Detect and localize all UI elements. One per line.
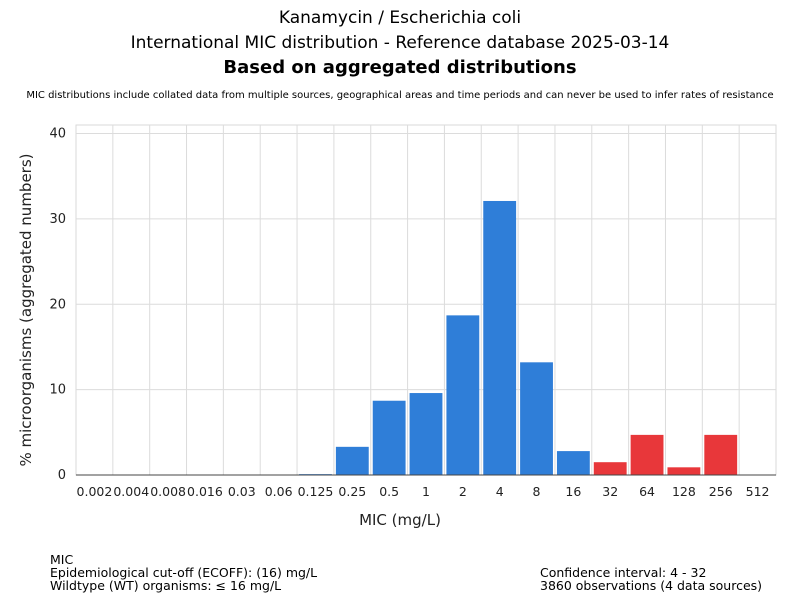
y-axis-title: % microorganisms (aggregated numbers) — [17, 153, 35, 466]
footer-confidence-interval: Confidence interval: 4 - 32 — [540, 565, 707, 580]
footer-mic-label: MIC — [50, 552, 74, 567]
x-axis-title: MIC (mg/L) — [359, 511, 441, 529]
x-tick-label: 1 — [422, 484, 430, 499]
chart-title-aggregated: Based on aggregated distributions — [223, 57, 577, 78]
x-tick-label: 2 — [459, 484, 467, 499]
footer-wildtype-line: Wildtype (WT) organisms: ≤ 16 mg/L — [50, 578, 282, 593]
bar-8 — [520, 362, 553, 475]
bar-16 — [556, 451, 590, 475]
x-tick-label: 0.008 — [150, 484, 186, 499]
x-tick-label: 512 — [746, 484, 770, 499]
x-tick-label: 128 — [672, 484, 696, 499]
footer-ecoff-info: MIC Epidemiological cut-off (ECOFF): (16… — [50, 553, 317, 592]
x-tick-label: 0.004 — [113, 484, 149, 499]
y-tick-label: 10 — [49, 383, 66, 398]
chart-title-database: International MIC distribution - Referen… — [130, 33, 670, 53]
y-tick-label: 0 — [58, 468, 66, 483]
bar-4 — [483, 200, 517, 475]
bar-0.5 — [372, 400, 406, 475]
bar-0.25 — [335, 446, 369, 475]
y-tick-label: 40 — [49, 127, 66, 142]
footer-ecoff-line: Epidemiological cut-off (ECOFF): (16) mg… — [50, 565, 318, 580]
x-tick-label: 8 — [533, 484, 541, 499]
x-tick-label: 0.5 — [379, 484, 399, 499]
y-tick-label: 20 — [49, 297, 66, 312]
bar-128 — [667, 467, 701, 475]
bar-32 — [593, 462, 627, 475]
x-tick-label: 64 — [639, 484, 655, 499]
x-tick-label: 0.25 — [338, 484, 366, 499]
bar-64 — [630, 434, 664, 475]
footer-observation-info: Confidence interval: 4 - 32 3860 observa… — [540, 566, 762, 592]
chart-title-antibiotic-organism: Kanamycin / Escherichia coli — [278, 8, 522, 28]
x-tick-label: 4 — [496, 484, 504, 499]
y-tick-label: 30 — [49, 212, 66, 227]
x-tick-label: 0.125 — [298, 484, 334, 499]
x-tick-label: 0.016 — [187, 484, 223, 499]
x-tick-label: 256 — [709, 484, 733, 499]
bar-2 — [446, 315, 480, 475]
x-tick-label: 0.002 — [77, 484, 113, 499]
x-tick-label: 16 — [565, 484, 581, 499]
bar-1 — [409, 393, 443, 475]
x-tick-label: 0.03 — [228, 484, 256, 499]
chart-disclaimer-note: MIC distributions include collated data … — [26, 90, 774, 101]
bar-256 — [704, 434, 738, 475]
x-tick-label: 0.06 — [265, 484, 293, 499]
x-tick-label: 32 — [602, 484, 618, 499]
footer-observations: 3860 observations (4 data sources) — [540, 578, 763, 593]
